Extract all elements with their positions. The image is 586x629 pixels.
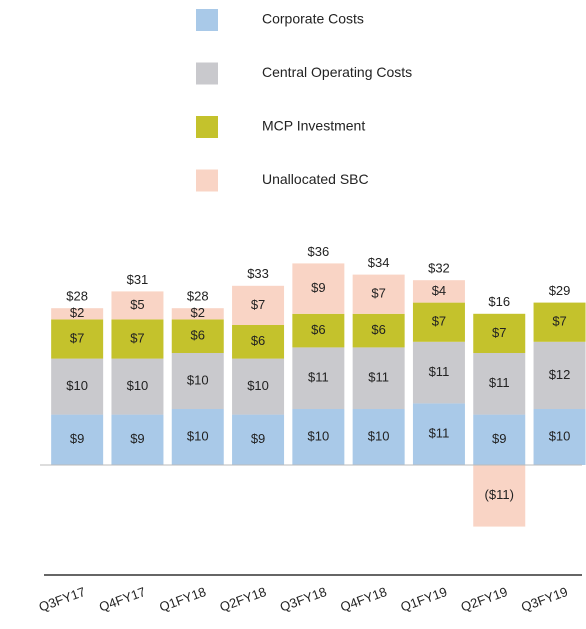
bar-segment: [111, 319, 164, 359]
bar-segment: [352, 274, 405, 314]
x-tick-label: Q1FY19: [399, 584, 450, 615]
value-label: $9: [251, 431, 265, 446]
bar-segment: [51, 358, 104, 415]
total-label: $28: [187, 289, 209, 304]
bar-segment: [352, 313, 405, 348]
legend-label: Corporate Costs: [262, 11, 364, 27]
value-label: $5: [130, 297, 144, 312]
bar-segment: [473, 465, 526, 527]
value-label: $11: [368, 370, 389, 385]
legend-label: MCP Investment: [262, 118, 365, 134]
bar-segment: [533, 409, 586, 465]
legend-swatch: [196, 62, 218, 85]
value-label: $10: [127, 378, 149, 393]
bar-segment: [232, 358, 285, 415]
legend-label: Central Operating Costs: [262, 64, 412, 80]
total-label: $31: [127, 272, 149, 287]
total-label: $34: [368, 255, 390, 270]
value-label: $9: [311, 280, 325, 295]
value-label: $7: [251, 297, 265, 312]
bar-segment: [232, 285, 285, 325]
total-label: $32: [428, 261, 450, 276]
value-label: $10: [368, 428, 390, 443]
bar-segment: [232, 414, 285, 465]
value-label: $7: [130, 330, 144, 345]
x-tick-label: Q2FY18: [218, 584, 269, 615]
bar-segment: [111, 414, 164, 465]
legend-label: Unallocated SBC: [262, 171, 369, 187]
x-tick-label: Q4FY18: [338, 584, 389, 615]
legend-swatch: [196, 116, 218, 138]
x-tick-label: Q1FY18: [157, 584, 208, 615]
bar-segment: [171, 409, 224, 465]
value-label: $11: [429, 426, 450, 441]
x-tick-label: Q3FY19: [519, 584, 570, 615]
bar-segment: [292, 347, 345, 409]
value-label: $6: [191, 328, 205, 343]
legend-swatch: [196, 169, 218, 192]
value-label: $10: [66, 378, 88, 393]
value-label: $4: [432, 283, 446, 298]
bar-segment: [111, 291, 164, 320]
bar-segment: [533, 302, 586, 342]
total-label: $29: [549, 283, 571, 298]
value-label: $7: [432, 314, 446, 329]
bar-segment: [473, 313, 526, 353]
bar-segment: [533, 341, 586, 409]
value-label: $9: [492, 431, 506, 446]
bar-segment: [473, 353, 526, 415]
value-label: $11: [308, 370, 329, 385]
bar-segment: [412, 403, 465, 465]
value-label: $10: [187, 428, 209, 443]
value-label: $2: [191, 305, 205, 320]
bar-segment: [412, 302, 465, 342]
value-label: $12: [549, 367, 571, 382]
bar-segment: [292, 313, 345, 348]
bar-segment: [412, 341, 465, 404]
x-tick-label: Q4FY17: [97, 584, 148, 615]
legend-swatch: [196, 9, 218, 31]
value-label: $11: [489, 375, 510, 390]
bar-segment: [51, 414, 104, 465]
value-label: $10: [549, 428, 571, 443]
bar-segment: [292, 263, 345, 314]
value-label: $2: [70, 305, 84, 320]
x-tick-label: Q3FY18: [278, 584, 329, 615]
value-label: $9: [130, 431, 144, 446]
value-label: $11: [429, 364, 450, 379]
value-label: $10: [187, 372, 209, 387]
value-label: $7: [371, 286, 385, 301]
bar-segment: [111, 358, 164, 415]
total-label: $16: [488, 294, 510, 309]
value-label: $7: [70, 330, 84, 345]
x-tick-label: Q2FY19: [459, 584, 510, 615]
value-label: $7: [552, 314, 566, 329]
value-label: $6: [311, 322, 325, 337]
value-label: $6: [371, 322, 385, 337]
value-label: $6: [251, 333, 265, 348]
bar-segment: [51, 319, 104, 359]
bar-segment: [171, 353, 224, 409]
total-label: $33: [247, 266, 269, 281]
value-label: $10: [247, 378, 269, 393]
value-label: ($11): [485, 487, 514, 502]
bar-segment: [352, 347, 405, 409]
bar-segment: [171, 308, 224, 320]
bar-segment: [292, 409, 345, 465]
x-tick-label: Q3FY17: [37, 584, 88, 615]
bar-segment: [352, 409, 405, 465]
bar-segment: [412, 280, 465, 303]
value-label: $7: [492, 325, 506, 340]
value-label: $10: [307, 428, 329, 443]
bar-segment: [473, 414, 526, 465]
bar-segment: [171, 319, 224, 353]
total-label: $36: [307, 244, 329, 259]
bar-segment: [232, 325, 285, 359]
bar-segment: [51, 308, 104, 320]
value-label: $9: [70, 431, 84, 446]
total-label: $28: [66, 289, 88, 304]
